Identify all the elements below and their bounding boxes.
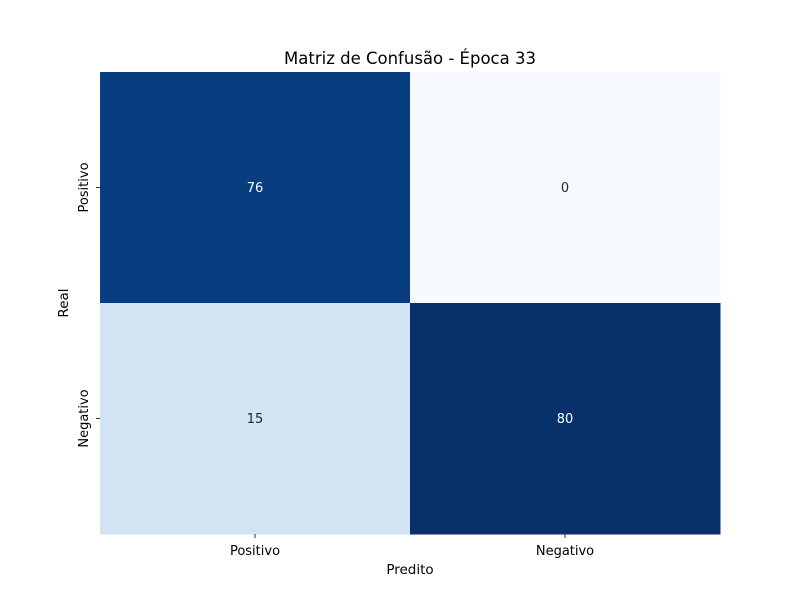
heatmap-cell-0-1 <box>410 72 721 304</box>
cell-value-0-1: 0 <box>561 181 569 196</box>
cell-value-1-0: 15 <box>247 412 264 427</box>
x-axis-ticks: Positivo Negativo <box>230 534 594 559</box>
x-tick-label-0: Positivo <box>230 544 280 559</box>
cell-annotations: 76 0 15 80 <box>247 181 574 427</box>
heatmap-cell-1-1 <box>410 303 721 535</box>
y-tick-label-1: Negativo <box>77 389 92 447</box>
cell-value-0-0: 76 <box>247 181 264 196</box>
heatmap-cell-1-0 <box>100 303 411 535</box>
chart-title: Matriz de Confusão - Época 33 <box>284 49 536 68</box>
heatmap-cells <box>100 72 721 535</box>
y-tick-label-0: Positivo <box>77 162 92 212</box>
cell-value-1-1: 80 <box>557 412 574 427</box>
y-axis-ticks: Positivo Negativo <box>77 162 100 448</box>
x-axis-label: Predito <box>386 562 433 578</box>
heatmap-cell-0-0 <box>100 72 411 304</box>
x-tick-label-1: Negativo <box>536 544 594 559</box>
y-axis-label: Real <box>56 288 72 317</box>
